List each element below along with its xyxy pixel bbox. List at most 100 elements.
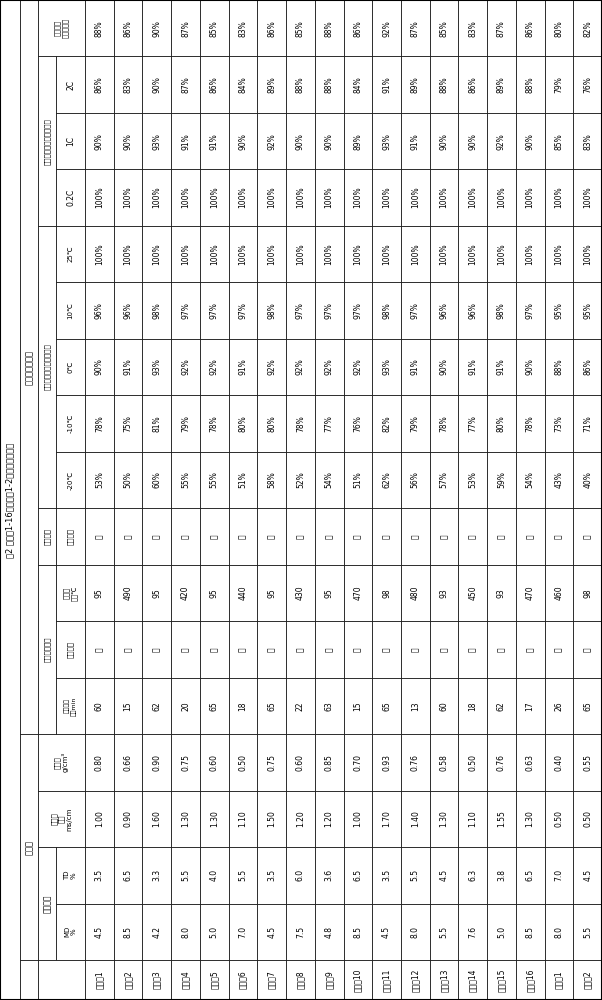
Bar [315,621,344,678]
Text: 不同放电倍率容量保持率: 不同放电倍率容量保持率 [44,118,51,165]
Text: 26: 26 [554,701,563,711]
Bar [85,508,114,565]
Bar [401,395,430,452]
Text: 79%: 79% [411,415,420,432]
Bar [257,282,286,339]
Bar [114,56,143,113]
Text: 91%: 91% [123,359,132,375]
Bar [487,113,516,169]
Text: 0.63: 0.63 [526,754,535,771]
Text: 100%: 100% [468,243,477,265]
Text: 97%: 97% [526,302,535,319]
Bar [372,282,401,339]
Text: 90%: 90% [238,133,247,150]
Bar [257,56,286,113]
Bar [200,395,229,452]
Bar [143,565,171,621]
Bar [114,847,143,904]
Bar [85,113,114,169]
Bar [487,678,516,734]
Text: 83%: 83% [238,20,247,37]
Bar [143,791,171,847]
Text: 6.5: 6.5 [353,869,362,881]
Bar [401,226,430,282]
Bar [257,113,286,169]
Text: 92%: 92% [324,359,334,375]
Bar [315,169,344,226]
Bar [143,621,171,678]
Bar [430,847,458,904]
Bar [56,621,85,678]
Bar [430,452,458,508]
Bar [257,791,286,847]
Bar [344,678,372,734]
Text: 89%: 89% [411,76,420,93]
Bar [545,395,573,452]
Bar [516,56,545,113]
Text: 100%: 100% [209,243,219,265]
Bar [229,0,257,56]
Bar [545,226,573,282]
Bar [200,621,229,678]
Bar [286,791,315,847]
Text: 1.20: 1.20 [324,810,334,827]
Bar [487,791,516,847]
Bar [401,113,430,169]
Text: 100%: 100% [238,187,247,208]
Text: 51%: 51% [238,472,247,488]
Text: 85%: 85% [296,20,305,37]
Text: 4.2: 4.2 [152,926,161,938]
Bar [200,452,229,508]
Bar [114,395,143,452]
Bar [20,0,38,734]
Bar [114,339,143,395]
Text: 0.40: 0.40 [554,754,563,771]
Bar [372,226,401,282]
Text: 95: 95 [209,588,219,598]
Text: 否: 否 [95,534,104,539]
Bar [430,282,458,339]
Text: 0.50: 0.50 [238,754,247,771]
Text: 100%: 100% [583,243,592,265]
Bar [143,339,171,395]
Text: 实施例16: 实施例16 [526,968,535,992]
Bar [372,56,401,113]
Bar [458,565,487,621]
Text: 不同温度放电容量保持率: 不同温度放电容量保持率 [44,344,51,390]
Bar [344,0,372,56]
Bar [286,395,315,452]
Text: 25℃: 25℃ [67,246,73,262]
Bar [344,508,372,565]
Text: 100%: 100% [353,243,362,265]
Text: 62: 62 [497,701,506,711]
Text: 否: 否 [439,647,448,652]
Text: 5.5: 5.5 [411,869,420,881]
Text: 实施例4: 实施例4 [181,971,190,989]
Text: 79%: 79% [181,415,190,432]
Text: 实施例2: 实施例2 [123,971,132,989]
Text: 63: 63 [324,701,334,711]
Text: 78%: 78% [526,415,535,432]
Bar [200,113,229,169]
Text: 否: 否 [439,534,448,539]
Text: 1.10: 1.10 [238,810,247,827]
Bar [315,847,344,904]
Text: 4.0: 4.0 [209,869,219,881]
Bar [487,904,516,960]
Text: 85%: 85% [439,20,448,37]
Bar [200,508,229,565]
Text: 100%: 100% [526,187,535,208]
Bar [315,395,344,452]
Bar [545,565,573,621]
Text: 52%: 52% [296,472,305,488]
Bar [545,113,573,169]
Text: 0.50: 0.50 [468,754,477,771]
Text: 87%: 87% [181,76,190,93]
Bar [545,678,573,734]
Text: 87%: 87% [181,20,190,37]
Bar [430,734,458,791]
Bar [372,169,401,226]
Bar [38,56,56,226]
Text: 88%: 88% [95,20,104,37]
Text: 10℃: 10℃ [67,302,73,319]
